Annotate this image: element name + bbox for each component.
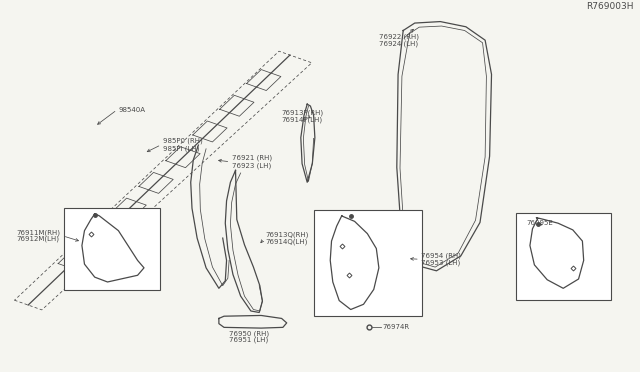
Text: 76095E: 76095E bbox=[526, 220, 553, 226]
Text: 76921 (RH): 76921 (RH) bbox=[232, 155, 272, 161]
Text: 76950 (RH): 76950 (RH) bbox=[229, 330, 269, 337]
Text: 76913P(RH): 76913P(RH) bbox=[282, 109, 324, 116]
Text: 76914Q(LH): 76914Q(LH) bbox=[266, 238, 308, 245]
Text: 76953 (LH): 76953 (LH) bbox=[421, 259, 460, 266]
Text: 76954 (RH): 76954 (RH) bbox=[421, 253, 461, 259]
Text: 76911M(RH): 76911M(RH) bbox=[17, 229, 61, 236]
Text: 76912M(LH): 76912M(LH) bbox=[17, 236, 60, 243]
Bar bbox=[516, 213, 611, 300]
Bar bbox=[314, 210, 422, 316]
Text: 76922 (RH): 76922 (RH) bbox=[379, 33, 419, 40]
Bar bbox=[64, 208, 160, 290]
Text: R769003H: R769003H bbox=[586, 2, 634, 11]
Text: 76974R: 76974R bbox=[383, 324, 410, 330]
Text: 985P0 (RH): 985P0 (RH) bbox=[163, 137, 203, 144]
Text: 76924 (LH): 76924 (LH) bbox=[379, 41, 418, 47]
Text: 76914P(LH): 76914P(LH) bbox=[282, 116, 323, 123]
Text: 76923 (LH): 76923 (LH) bbox=[232, 162, 271, 169]
Text: 98540A: 98540A bbox=[118, 107, 145, 113]
Text: 76951 (LH): 76951 (LH) bbox=[229, 337, 268, 343]
Text: 76913Q(RH): 76913Q(RH) bbox=[266, 232, 309, 238]
Text: 985PI (LH): 985PI (LH) bbox=[163, 145, 200, 152]
